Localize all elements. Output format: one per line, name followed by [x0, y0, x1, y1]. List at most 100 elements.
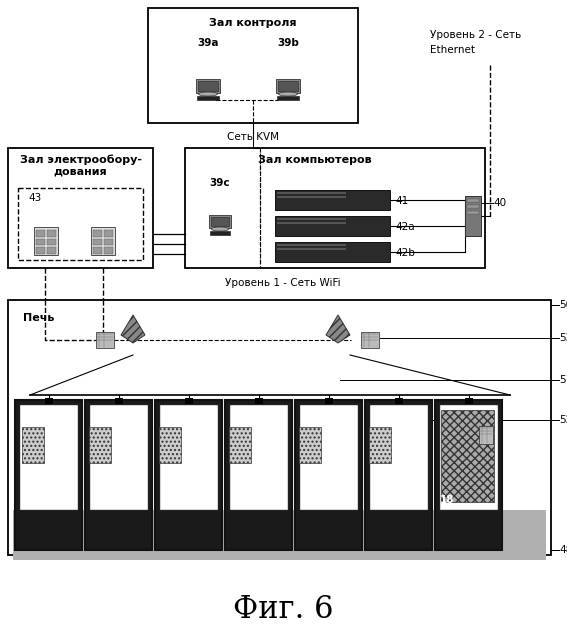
- Bar: [93, 239, 102, 245]
- Text: 17: 17: [370, 495, 384, 505]
- Text: 40: 40: [493, 198, 506, 208]
- Bar: [277, 196, 346, 198]
- Text: дования: дования: [54, 167, 107, 177]
- Bar: [295, 400, 362, 550]
- Bar: [155, 400, 222, 550]
- Bar: [15, 400, 82, 550]
- Bar: [277, 248, 346, 250]
- Bar: [91, 227, 115, 255]
- Bar: [210, 231, 230, 235]
- Text: 18: 18: [440, 495, 455, 505]
- Bar: [93, 230, 102, 237]
- Text: 11: 11: [20, 495, 35, 505]
- Text: 50: 50: [559, 300, 567, 310]
- Text: Зал электрообору-: Зал электрообору-: [19, 155, 142, 165]
- Bar: [277, 218, 346, 220]
- Text: Зал контроля: Зал контроля: [209, 18, 297, 28]
- Bar: [196, 79, 220, 93]
- Text: Ethernet: Ethernet: [430, 45, 475, 55]
- Bar: [439, 404, 498, 510]
- Bar: [276, 79, 300, 93]
- Text: 39a: 39a: [197, 38, 219, 48]
- Bar: [479, 426, 493, 444]
- Bar: [104, 230, 113, 237]
- Bar: [211, 217, 229, 226]
- Bar: [89, 404, 148, 510]
- Polygon shape: [326, 315, 350, 343]
- Bar: [47, 239, 56, 245]
- Text: 43: 43: [28, 193, 41, 203]
- Bar: [369, 427, 391, 463]
- Bar: [36, 247, 45, 254]
- Bar: [277, 244, 346, 246]
- Bar: [184, 398, 193, 404]
- Bar: [22, 427, 44, 463]
- Bar: [159, 404, 218, 510]
- Bar: [44, 398, 53, 404]
- Polygon shape: [121, 315, 145, 343]
- Bar: [275, 242, 390, 262]
- Bar: [19, 404, 78, 510]
- Bar: [361, 332, 379, 348]
- Bar: [278, 81, 298, 91]
- Bar: [85, 400, 152, 550]
- Bar: [148, 8, 358, 123]
- Bar: [34, 227, 58, 255]
- Ellipse shape: [198, 92, 218, 96]
- Bar: [115, 398, 122, 404]
- Text: 15: 15: [90, 495, 104, 505]
- Text: 16b: 16b: [230, 495, 252, 505]
- Bar: [104, 239, 113, 245]
- Bar: [104, 247, 113, 254]
- Bar: [225, 400, 292, 550]
- Bar: [229, 427, 251, 463]
- Bar: [47, 230, 56, 237]
- Bar: [255, 398, 263, 404]
- Text: 39c: 39c: [210, 178, 230, 188]
- Bar: [467, 211, 479, 214]
- Bar: [275, 190, 390, 210]
- Bar: [229, 404, 288, 510]
- Text: 41: 41: [395, 196, 408, 206]
- Bar: [299, 404, 358, 510]
- Ellipse shape: [278, 92, 298, 96]
- Bar: [277, 192, 346, 194]
- Bar: [465, 196, 481, 236]
- Bar: [467, 199, 479, 202]
- Ellipse shape: [211, 227, 229, 231]
- Bar: [89, 427, 111, 463]
- Bar: [277, 96, 299, 100]
- Text: Зал компьютеров: Зал компьютеров: [258, 155, 372, 165]
- Bar: [8, 148, 153, 268]
- Text: 52: 52: [559, 333, 567, 343]
- Bar: [36, 230, 45, 237]
- Bar: [275, 216, 390, 236]
- Bar: [467, 205, 479, 208]
- Text: 16c: 16c: [300, 495, 321, 505]
- Bar: [198, 81, 218, 91]
- Bar: [13, 510, 546, 560]
- Bar: [18, 188, 143, 260]
- Bar: [93, 247, 102, 254]
- Bar: [8, 300, 551, 555]
- Bar: [435, 400, 502, 550]
- Text: Печь: Печь: [23, 313, 54, 323]
- Bar: [365, 400, 432, 550]
- Text: Фиг. 6: Фиг. 6: [232, 595, 333, 625]
- Text: Уровень 2 - Сеть: Уровень 2 - Сеть: [430, 30, 521, 40]
- Bar: [369, 404, 428, 510]
- Bar: [464, 398, 472, 404]
- Text: Уровень 1 - Сеть WiFi: Уровень 1 - Сеть WiFi: [225, 278, 341, 288]
- Bar: [159, 427, 181, 463]
- Bar: [299, 427, 321, 463]
- Text: 39b: 39b: [277, 38, 299, 48]
- Bar: [395, 398, 403, 404]
- Text: 42b: 42b: [395, 248, 415, 258]
- Bar: [209, 215, 231, 228]
- Bar: [47, 247, 56, 254]
- Text: 42a: 42a: [395, 222, 414, 232]
- Bar: [96, 332, 114, 348]
- Text: 48: 48: [559, 545, 567, 555]
- Bar: [277, 222, 346, 224]
- Bar: [441, 410, 494, 502]
